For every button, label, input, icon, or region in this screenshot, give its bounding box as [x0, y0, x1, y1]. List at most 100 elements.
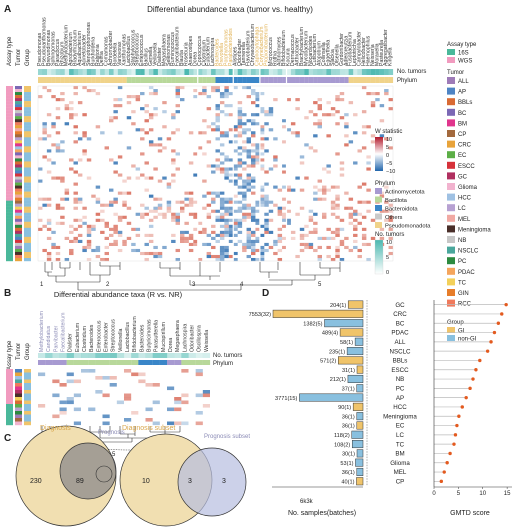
tumor-cell — [15, 200, 22, 204]
b-taxon-label: Dialister — [68, 333, 74, 352]
heatmap-cell — [308, 245, 314, 250]
sample-count-label: 30(1) — [342, 452, 355, 458]
gmtd-tick-label: 10 — [479, 491, 486, 497]
taxon-label: Bacteroides — [215, 38, 221, 66]
w-statistic-tick: −5 — [386, 161, 392, 167]
heatmap-cell — [46, 203, 52, 207]
phylum-cell — [91, 77, 96, 83]
phylum-cell — [55, 77, 61, 83]
no-tumors-cell — [117, 69, 123, 75]
heatmap-cell — [60, 206, 65, 210]
taxon-label: Leptotrichia — [352, 39, 358, 66]
heatmap-cell — [82, 113, 87, 117]
heatmap-cell — [299, 242, 305, 247]
heatmap-cell — [73, 161, 78, 165]
heatmap-cell — [104, 146, 109, 150]
heatmap-cell — [219, 152, 225, 156]
heatmap-cell — [180, 200, 185, 204]
heatmap-cell — [268, 245, 274, 250]
b-assay-cell — [6, 372, 13, 377]
heatmap-cell — [38, 218, 43, 222]
heatmap-cell — [251, 134, 256, 138]
heatmap-cell — [109, 188, 114, 192]
heatmap-cell — [197, 146, 203, 150]
no-tumors-cell — [157, 69, 163, 75]
no-tumors-cell — [144, 69, 150, 75]
heatmap-cell — [308, 218, 314, 222]
taxon-label: Anaerostipes — [188, 35, 194, 66]
category-label: NB — [396, 376, 405, 383]
heatmap-cell — [357, 149, 362, 153]
heatmap-cell — [361, 182, 367, 186]
heatmap-cell — [313, 134, 318, 138]
b-heatmap-cell — [66, 379, 74, 384]
taxon-label: Lactobacillus — [126, 36, 132, 66]
heatmap-cell — [73, 92, 78, 96]
heatmap-cell — [277, 227, 283, 231]
heatmap-cell — [361, 146, 367, 150]
heatmap-cell — [51, 125, 56, 129]
heatmap-cell — [206, 164, 212, 168]
venn1-prognosis-circle — [59, 442, 117, 500]
tumor-legend-label: CP — [458, 132, 466, 138]
heatmap-cell — [206, 212, 212, 216]
b-group-cell — [24, 379, 31, 384]
sample-bar — [356, 412, 364, 421]
heatmap-cell — [361, 227, 367, 231]
group-cell — [24, 137, 31, 141]
heatmap-cell — [259, 200, 265, 204]
heatmap-cell — [224, 158, 229, 162]
group-cell — [24, 200, 31, 204]
assay-cell — [6, 104, 13, 108]
tumor-cell — [15, 242, 22, 247]
heatmap-cell — [299, 188, 305, 192]
heatmap-cell — [282, 206, 287, 210]
heatmap-cell — [51, 122, 56, 126]
heatmap-cell — [251, 143, 256, 147]
heatmap-cell — [326, 113, 331, 117]
b-no-tumors-cell — [66, 353, 74, 358]
heatmap-cell — [86, 230, 92, 234]
heatmap-cell — [251, 161, 256, 165]
phylum-legend-label: Bacteroidota — [385, 207, 418, 213]
heatmap-cell — [162, 212, 167, 216]
assay-cell — [6, 101, 13, 105]
b-heatmap-cell — [73, 379, 81, 384]
heatmap-cell — [86, 137, 92, 141]
heatmap-cell — [273, 185, 278, 189]
b-taxon-label: Lachnospira — [182, 324, 188, 352]
heatmap-cell — [313, 212, 318, 216]
taxon-label: Veillonella — [153, 43, 159, 66]
heatmap-cell — [330, 257, 336, 262]
heatmap-cell — [251, 242, 256, 247]
assay-cell — [6, 116, 13, 120]
heatmap-cell — [135, 248, 141, 253]
category-label: Meningioma — [383, 413, 417, 420]
heatmap-cell — [60, 140, 65, 144]
heatmap-cell — [219, 206, 225, 210]
phylum-cell — [206, 77, 212, 83]
phylum-cell — [326, 77, 331, 83]
heatmap-cell — [64, 197, 70, 201]
assay-cell — [6, 206, 13, 210]
heatmap-cell — [117, 86, 123, 90]
assay-legend-label: WGS — [458, 59, 472, 65]
heatmap-cell — [286, 218, 291, 222]
heatmap-cell — [73, 86, 78, 90]
no-tumors-cell — [175, 69, 181, 75]
heatmap-cell — [259, 188, 265, 192]
heatmap-cell — [384, 218, 389, 222]
heatmap-cell — [69, 116, 74, 120]
assay-cell — [6, 191, 13, 195]
assay-cell — [6, 131, 13, 135]
sample-bar — [356, 477, 364, 486]
b-heatmap-cell — [145, 407, 153, 412]
b-heatmap-cell — [73, 407, 81, 412]
heatmap-cell — [46, 218, 52, 222]
phylum-cell — [148, 77, 154, 83]
heatmap-cell — [237, 134, 243, 138]
heatmap-cell — [273, 203, 278, 207]
phylum-legend-label: Others — [385, 215, 402, 221]
b-group-cell — [24, 404, 31, 408]
assay-cell — [6, 257, 13, 262]
